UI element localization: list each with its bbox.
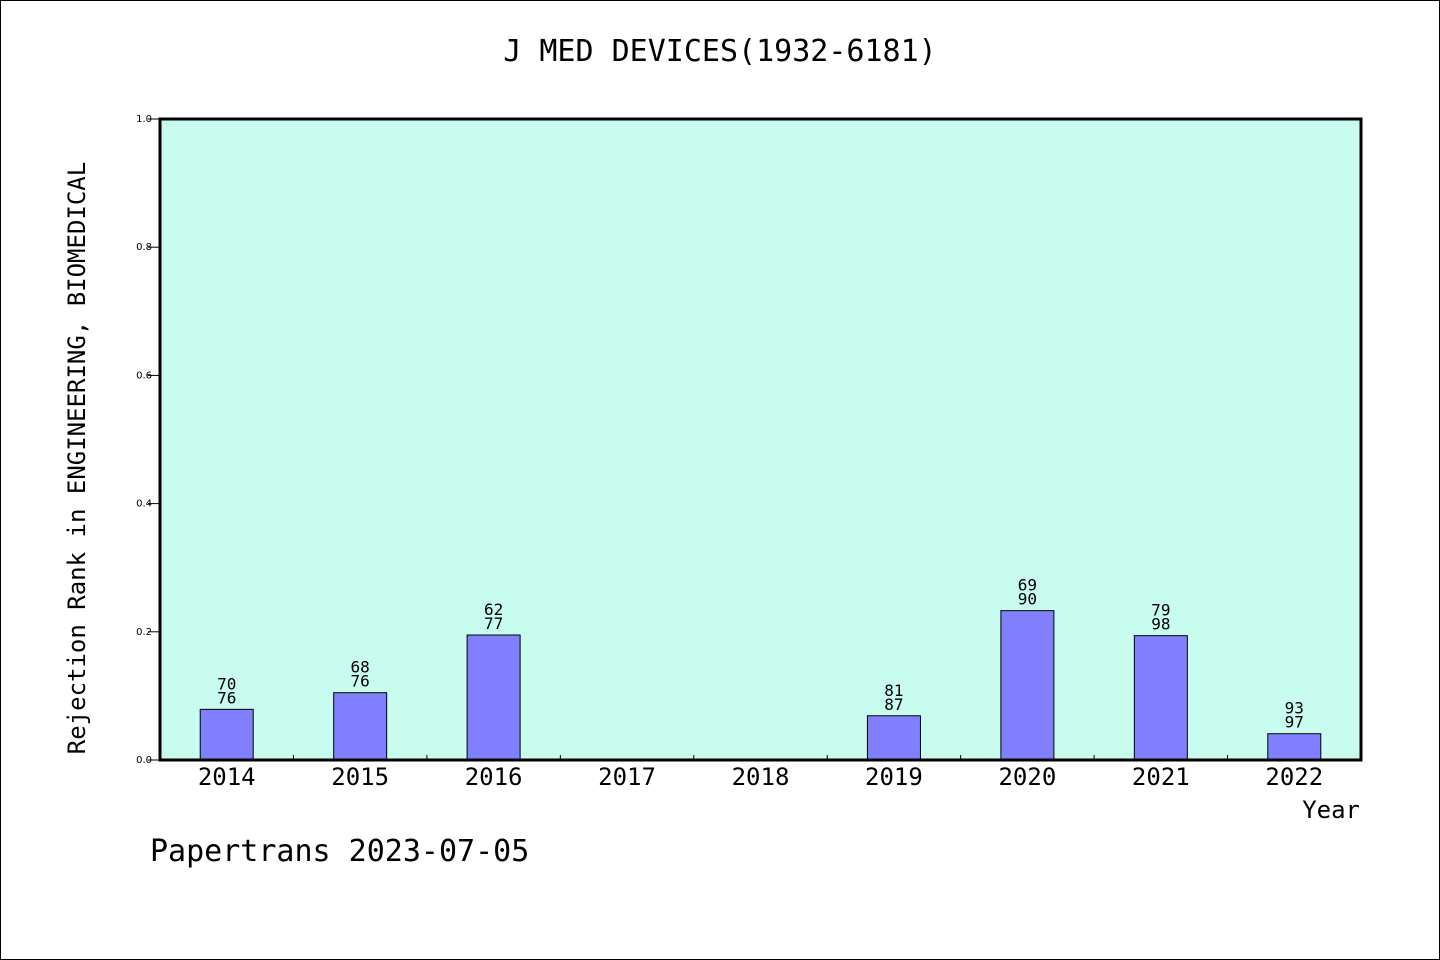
bar <box>1133 635 1188 761</box>
bar-label-top: 68 <box>351 658 370 677</box>
y-tick-label: 0.6 <box>136 370 152 381</box>
footer-watermark: Papertrans 2023-07-05 <box>150 834 530 869</box>
bar <box>866 715 921 761</box>
bar <box>1267 733 1322 761</box>
x-tick-label: 2020 <box>998 763 1056 791</box>
bar <box>1000 610 1055 761</box>
bar-label-top: 62 <box>484 600 503 619</box>
bar-label-top: 81 <box>884 681 903 700</box>
y-tick-label: 0.8 <box>136 242 152 253</box>
y-tick-label: 0.2 <box>136 627 152 638</box>
x-tick-label: 2016 <box>465 763 523 791</box>
chart-title: J MED DEVICES(1932-6181) <box>503 34 937 69</box>
bar-label-bottom: 76 <box>351 672 370 691</box>
bar <box>199 708 254 761</box>
bar <box>466 634 521 761</box>
x-axis-label: Year <box>1302 796 1360 824</box>
bar-label-bottom: 98 <box>1151 615 1170 634</box>
y-tick-label: 0.0 <box>136 755 152 766</box>
x-tick-label: 2022 <box>1265 763 1323 791</box>
bar <box>333 692 388 761</box>
bar-label-bottom: 87 <box>884 695 903 714</box>
bar-label-top: 93 <box>1285 699 1304 718</box>
bar-label-bottom: 97 <box>1285 713 1304 732</box>
bar-label-bottom: 76 <box>217 688 236 707</box>
bar-label-top: 79 <box>1151 601 1170 620</box>
bar-label-top: 70 <box>217 674 236 693</box>
x-tick-label: 2017 <box>598 763 656 791</box>
plot-border <box>158 117 1363 762</box>
y-tick-label: 1.0 <box>136 114 152 125</box>
y-tick-label: 0.4 <box>136 499 152 510</box>
x-tick-label: 2019 <box>865 763 923 791</box>
bar-label-bottom: 77 <box>484 614 503 633</box>
bar-label-top: 69 <box>1018 576 1037 595</box>
x-tick-label: 2021 <box>1132 763 1190 791</box>
bar-label-bottom: 90 <box>1018 590 1037 609</box>
x-tick-label: 2014 <box>198 763 256 791</box>
x-tick-label: 2015 <box>331 763 389 791</box>
x-tick-label: 2018 <box>732 763 790 791</box>
